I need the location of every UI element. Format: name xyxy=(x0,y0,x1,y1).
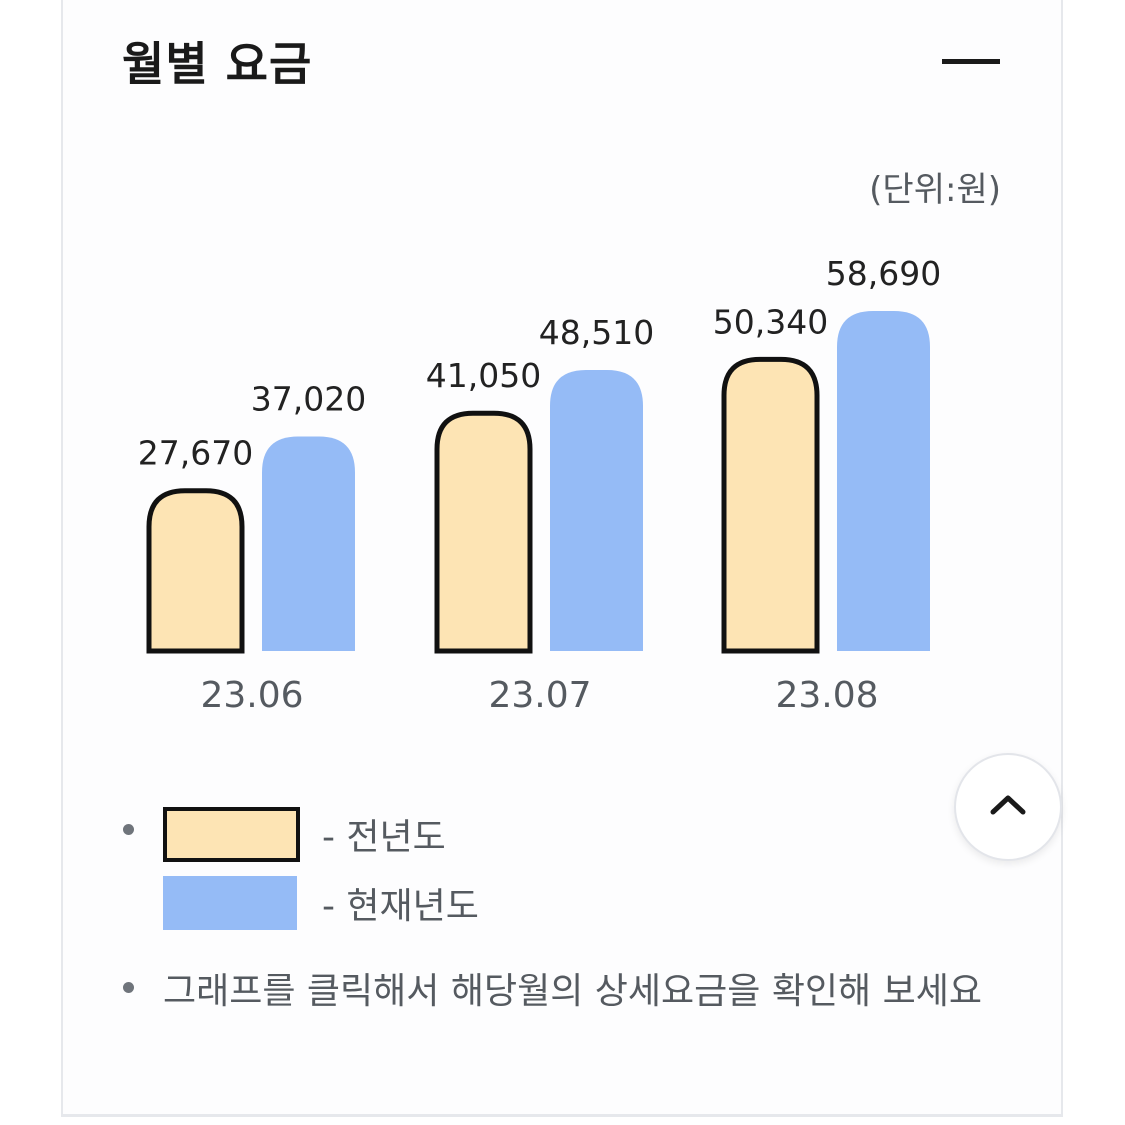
bar-chart[interactable]: 27,670 37,020 23.06 41,050 48,510 23.07 50,340… xyxy=(0,0,1125,760)
legend-label-current-year: - 현재년도 xyxy=(322,886,479,927)
x-tick-label: 23.06 xyxy=(200,675,303,716)
bar-value-label: 41,050 xyxy=(426,356,541,395)
unit-label: (단위:원) xyxy=(869,170,1001,210)
legend-bullet xyxy=(123,824,134,835)
section-title: 월별 요금 xyxy=(122,37,313,91)
bar-current-23.08[interactable] xyxy=(837,311,930,651)
bar-current-23.06[interactable] xyxy=(262,436,355,651)
minus-icon xyxy=(942,59,1000,64)
legend-label-previous-year: - 전년도 xyxy=(322,817,446,858)
note-bullet xyxy=(123,982,134,993)
bar-value-label: 37,020 xyxy=(251,380,366,419)
collapse-button[interactable] xyxy=(940,44,1002,80)
bar-value-label: 50,340 xyxy=(713,302,828,341)
bar-previous-23.08[interactable] xyxy=(721,356,820,654)
bar-value-label: 58,690 xyxy=(826,254,941,293)
chevron-up-icon xyxy=(990,795,1026,815)
legend-swatch-previous-year xyxy=(163,807,300,862)
bar-previous-23.06[interactable] xyxy=(146,488,245,654)
scroll-to-top-button[interactable] xyxy=(954,753,1062,861)
bar-value-label: 48,510 xyxy=(539,313,654,352)
x-tick-label: 23.07 xyxy=(488,675,591,716)
x-tick-label: 23.08 xyxy=(775,675,878,716)
legend-swatch-current-year xyxy=(163,876,297,930)
bar-value-label: 27,670 xyxy=(138,434,253,473)
chart-hint-text: 그래프를 클릭해서 해당월의 상세요금을 확인해 보세요 xyxy=(163,971,982,1012)
bar-previous-23.07[interactable] xyxy=(434,410,533,654)
bar-current-23.07[interactable] xyxy=(550,369,643,651)
